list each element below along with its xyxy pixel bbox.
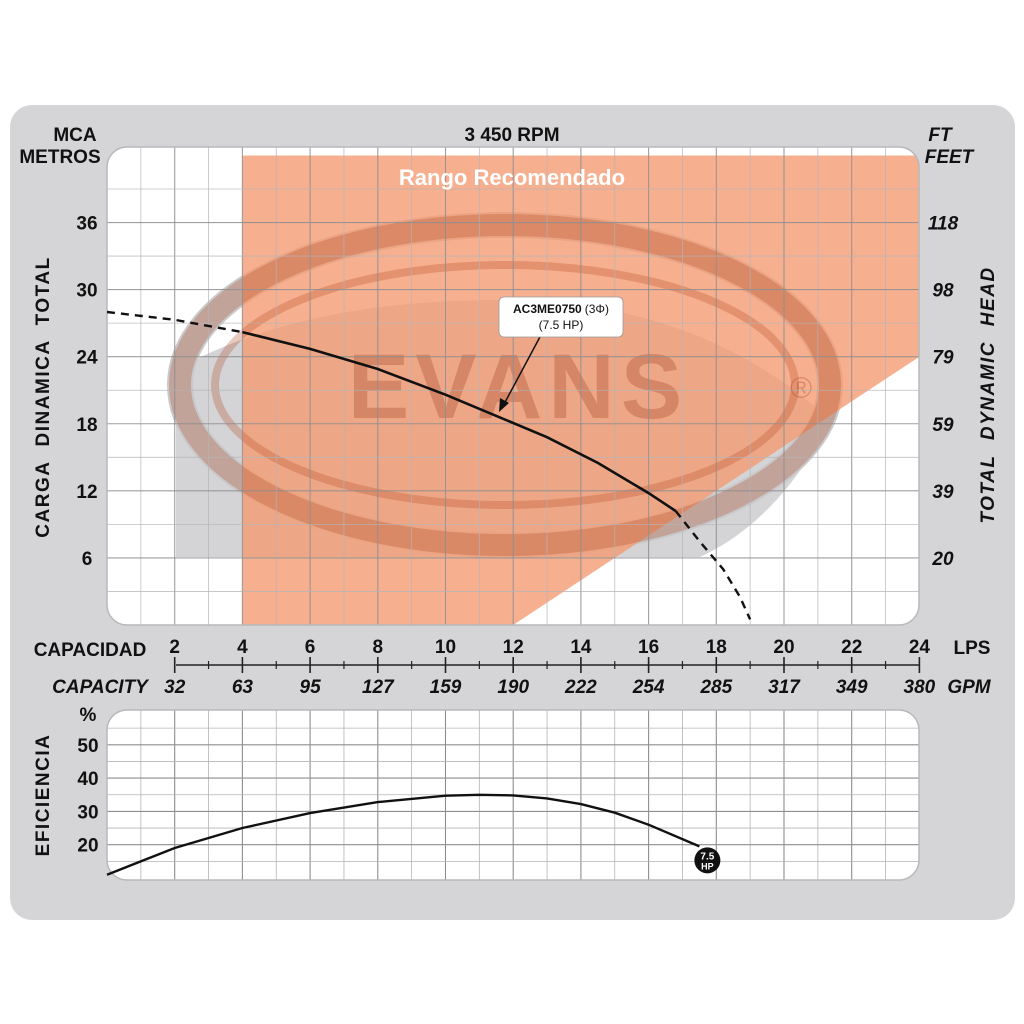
watermark-text: EVANS — [348, 336, 688, 438]
x-tick-label-alt: 254 — [632, 677, 665, 698]
y-unit2-left: METROS — [19, 147, 100, 168]
chart-title: 3 450 RPM — [464, 125, 559, 146]
efficiency-label: EFICIENCIA — [33, 734, 54, 857]
x-tick-label: 20 — [773, 637, 794, 658]
model-callout: AC3ME0750 (3Φ) (7.5 HP) — [498, 296, 624, 412]
x-tick-label-alt: 32 — [164, 677, 186, 698]
x-tick-label: 6 — [305, 637, 316, 658]
y-tick-label: 24 — [76, 348, 98, 369]
y-axis-label-right: TOTAL DYNAMIC HEAD — [978, 266, 999, 523]
x-tick-label: 24 — [909, 637, 931, 658]
eff-tick-label: 40 — [77, 769, 98, 790]
y-tick-label-right: 39 — [932, 482, 954, 503]
efficiency-plot-area: 7.5HP EFICIENCIA % 20 30 40 50 — [33, 705, 920, 881]
y-tick-label-right: 59 — [932, 415, 954, 436]
badge-unit: HP — [701, 861, 714, 871]
x-tick-label: 8 — [373, 637, 384, 658]
x-tick-label-alt: 380 — [904, 677, 936, 698]
efficiency-plot-border — [106, 709, 920, 881]
x-axis: CAPACIDAD LPS CAPACITY GPM 2 32 4 63 6 95 8 127… — [34, 637, 992, 698]
callout-arrow-line — [502, 334, 542, 407]
eff-tick-label: 30 — [77, 802, 98, 823]
badge-value: 7.5 — [700, 851, 714, 862]
y-tick-label: 30 — [76, 281, 97, 302]
y-tick-label: 18 — [76, 415, 97, 436]
x-tick-label: 4 — [237, 637, 248, 658]
x-axis-unit-alt: GPM — [947, 677, 991, 698]
efficiency-ticks: 20 30 40 50 — [77, 736, 98, 857]
y-ticks-right: 20 39 59 79 98 118 — [928, 214, 959, 570]
y-tick-label-right: 79 — [932, 348, 954, 369]
x-tick-label: 10 — [435, 637, 456, 658]
watermark-overlay — [169, 214, 841, 556]
x-axis-label: CAPACIDAD — [34, 640, 147, 661]
watermark-ring — [169, 214, 841, 556]
pump-curve-series — [106, 310, 752, 620]
x-axis-unit: LPS — [954, 638, 991, 659]
x-tick-label-alt: 285 — [699, 677, 732, 698]
x-tick-label: 12 — [503, 637, 524, 658]
efficiency-end-badge — [694, 847, 721, 874]
x-tick-label: 18 — [706, 637, 727, 658]
x-tick-label: 2 — [169, 637, 180, 658]
y-tick-label: 12 — [76, 482, 97, 503]
y-tick-label-right: 20 — [931, 549, 954, 570]
eff-tick-label: 20 — [77, 836, 98, 857]
callout-arrow-head — [499, 398, 509, 412]
callout-model: AC3ME0750 — [513, 302, 582, 316]
x-tick-label: 14 — [570, 637, 592, 658]
y-ticks-left: 6 12 18 24 30 36 — [76, 214, 98, 570]
y-tick-label: 6 — [82, 549, 93, 570]
y-axis-label-left: CARGA DINAMICA TOTAL — [33, 256, 54, 537]
y-unit2-right: FEET — [925, 147, 975, 168]
watermark-inner-ring — [211, 261, 799, 509]
eff-tick-label: 50 — [77, 736, 98, 757]
pump-curve-solid — [242, 330, 677, 513]
x-tick-label-alt: 95 — [300, 677, 322, 698]
x-tick-label-alt: 349 — [836, 677, 868, 698]
x-ticks: 2 32 4 63 6 95 8 127 10 159 12 190 14 222 16 254 18 285 20… — [164, 637, 936, 698]
y-unit-right: FT — [928, 125, 953, 146]
recommended-range-label: Rango Recomendado — [399, 165, 625, 190]
x-tick-label: 22 — [841, 637, 862, 658]
x-tick-label-alt: 159 — [430, 677, 462, 698]
efficiency-curve — [106, 793, 700, 876]
x-tick-label-alt: 63 — [232, 677, 254, 698]
pump-curve-dashed-start — [106, 310, 243, 334]
x-tick-label-alt: 127 — [362, 677, 395, 698]
x-tick-label-alt: 222 — [564, 677, 597, 698]
registered-mark: ® — [790, 372, 812, 405]
callout-box — [498, 296, 624, 338]
x-tick-label-alt: 317 — [768, 677, 801, 698]
callout-power: (7.5 HP) — [539, 318, 584, 332]
callout-phase: (3Φ) — [585, 302, 609, 316]
y-tick-label-right: 118 — [928, 214, 959, 235]
callout-line-1: AC3ME0750 (3Φ) — [513, 302, 609, 316]
head-plot-border — [106, 146, 920, 626]
x-tick-label: 16 — [638, 637, 659, 658]
efficiency-unit: % — [80, 705, 97, 726]
efficiency-curve-series: 7.5HP — [106, 793, 721, 876]
y-tick-label-right: 98 — [932, 281, 954, 302]
y-unit-left: MCA — [53, 125, 97, 146]
x-tick-label-alt: 190 — [497, 677, 529, 698]
head-grid — [107, 147, 919, 625]
pump-curve-dashed-end — [674, 510, 752, 620]
x-axis-label-alt: CAPACITY — [52, 677, 150, 698]
y-tick-label: 36 — [76, 214, 97, 235]
